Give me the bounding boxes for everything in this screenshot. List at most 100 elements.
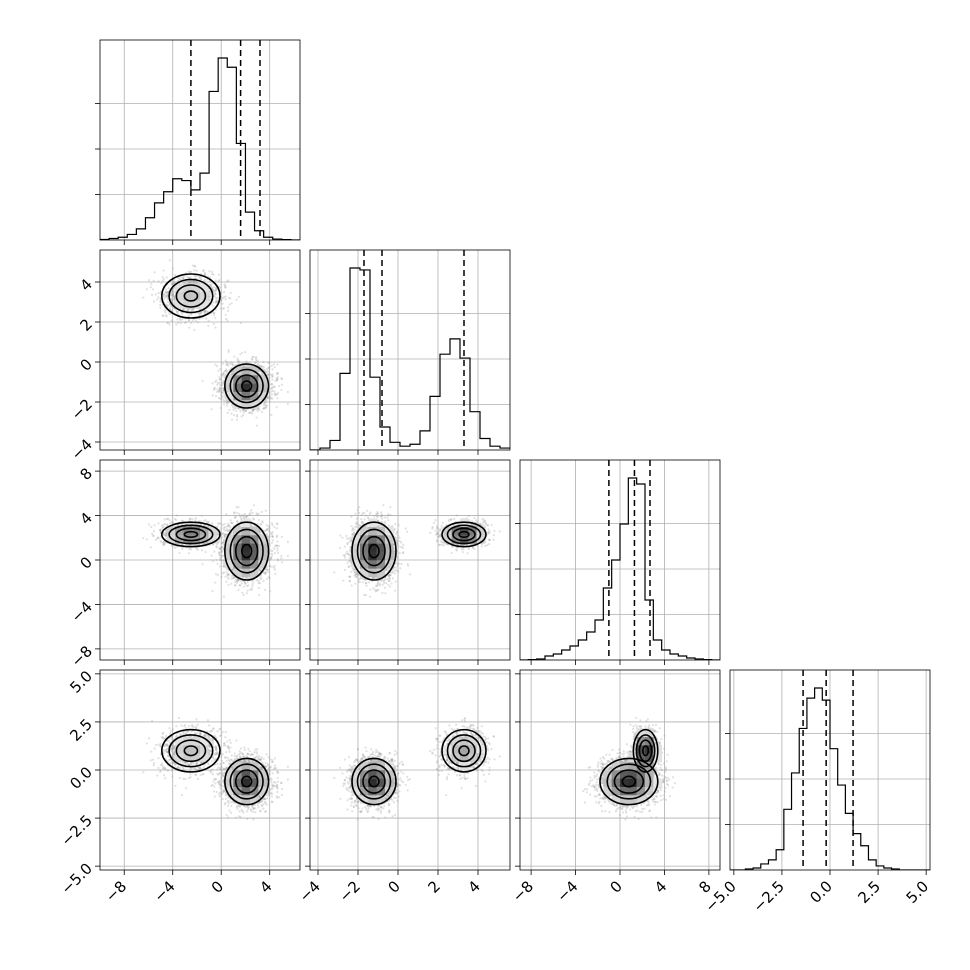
scatter-point xyxy=(227,529,230,532)
scatter-point xyxy=(150,293,154,297)
scatter-point xyxy=(228,408,231,411)
scatter-point xyxy=(227,583,230,586)
scatter-point xyxy=(225,401,229,405)
contour-line xyxy=(183,290,199,302)
scatter-point xyxy=(258,364,261,367)
scatter-point xyxy=(228,303,231,306)
scatter-point xyxy=(276,373,279,376)
contour-line xyxy=(240,380,253,392)
scatter-point xyxy=(176,321,180,324)
scatter-point xyxy=(172,281,175,284)
scatter-point xyxy=(189,280,192,284)
scatter-point xyxy=(194,519,197,522)
scatter-point xyxy=(165,294,168,297)
scatter-point xyxy=(165,295,169,299)
scatter-point xyxy=(276,393,279,396)
scatter-point xyxy=(211,288,214,291)
scatter-point xyxy=(261,521,264,524)
scatter-point xyxy=(239,579,242,583)
scatter-point xyxy=(233,584,237,587)
scatter-point xyxy=(268,365,271,369)
scatter-point xyxy=(225,400,228,403)
scatter-point xyxy=(222,374,225,377)
scatter-point xyxy=(273,386,276,389)
scatter-point xyxy=(222,403,225,406)
scatter-point xyxy=(186,308,190,312)
scatter-point xyxy=(263,400,267,404)
scatter-point xyxy=(213,387,216,390)
scatter-point xyxy=(167,287,170,290)
scatter-point xyxy=(256,410,259,413)
scatter-point xyxy=(247,361,250,364)
scatter-point xyxy=(265,370,268,373)
scatter-point xyxy=(211,270,214,274)
scatter-point xyxy=(159,529,162,532)
density-cell xyxy=(200,291,209,301)
scatter-point xyxy=(211,382,214,385)
scatter-point xyxy=(276,371,279,374)
scatter-point xyxy=(217,532,220,535)
scatter-point xyxy=(213,314,216,317)
scatter-point xyxy=(237,588,240,592)
scatter-point xyxy=(165,517,168,521)
scatter-point xyxy=(176,318,179,321)
scatter-point xyxy=(198,312,201,315)
density-cell xyxy=(175,283,184,292)
scatter-point xyxy=(267,372,271,376)
scatter-point xyxy=(222,571,226,574)
scatter-point xyxy=(273,392,276,396)
scatter-point xyxy=(210,408,213,411)
scatter-point xyxy=(169,304,172,307)
density-cell xyxy=(225,383,234,392)
scatter-point xyxy=(209,294,212,298)
scatter-point xyxy=(257,581,260,585)
scatter-point xyxy=(225,368,228,371)
panel-frame xyxy=(309,249,511,451)
scatter-point xyxy=(223,369,226,373)
scatter-point xyxy=(236,357,239,360)
scatter-point xyxy=(220,291,223,294)
scatter-point xyxy=(171,282,175,285)
scatter-point xyxy=(268,372,271,375)
scatter-point xyxy=(203,279,206,282)
scatter-point xyxy=(264,404,268,407)
scatter-point xyxy=(171,293,174,296)
scatter-point xyxy=(271,524,274,527)
scatter-point xyxy=(200,549,204,552)
density-cell xyxy=(250,400,259,409)
density-cell xyxy=(183,300,192,309)
scatter-point xyxy=(209,283,212,286)
scatter-point xyxy=(222,387,225,390)
scatter-point xyxy=(239,353,242,356)
scatter-point xyxy=(168,323,171,326)
scatter-point xyxy=(218,387,221,390)
scatter-point xyxy=(225,317,228,321)
scatter-point xyxy=(218,378,221,381)
scatter-point xyxy=(234,580,237,584)
scatter-point xyxy=(236,360,239,363)
density-cell xyxy=(233,391,242,401)
scatter-point xyxy=(271,553,274,557)
scatter-point xyxy=(190,321,193,325)
scatter-point xyxy=(164,314,167,317)
scatter-point xyxy=(221,372,224,376)
density-cell xyxy=(241,383,251,392)
scatter-point xyxy=(226,576,229,579)
scatter-point xyxy=(239,515,242,518)
scatter-point xyxy=(221,362,225,365)
scatter-point xyxy=(198,276,201,280)
density-cell xyxy=(175,291,184,301)
scatter-point xyxy=(269,396,272,399)
scatter-point xyxy=(231,363,234,367)
scatter-point xyxy=(217,390,221,393)
scatter-point xyxy=(255,416,258,419)
scatter-point xyxy=(181,308,185,311)
scatter-point xyxy=(194,275,197,278)
scatter-point xyxy=(217,273,220,276)
scatter-point xyxy=(187,276,190,279)
scatter-point xyxy=(211,589,214,593)
scatter-point xyxy=(159,539,162,543)
scatter-point xyxy=(225,361,228,364)
scatter-point xyxy=(198,314,201,317)
scatter-point xyxy=(244,409,247,412)
